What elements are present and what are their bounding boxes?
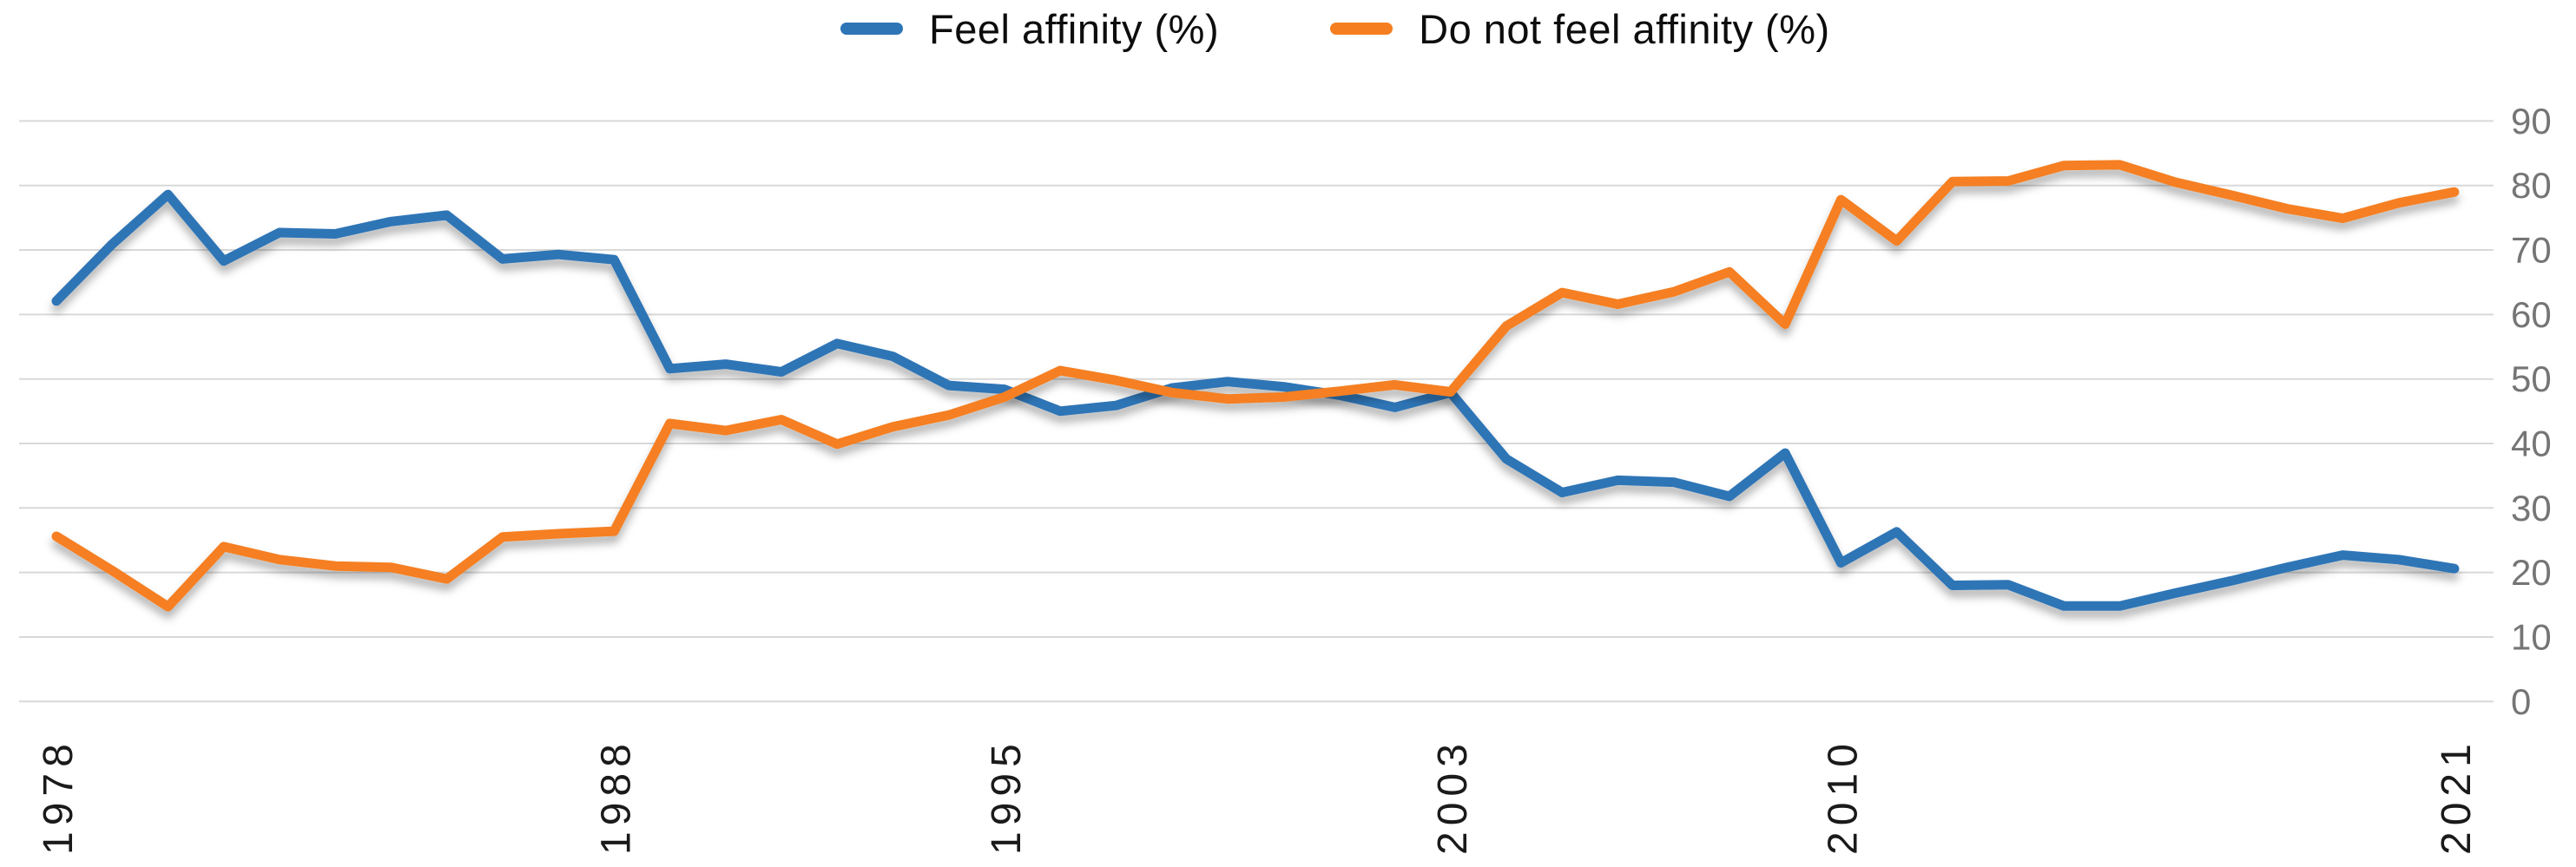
y-axis-tick-label-50: 50 (2511, 358, 2552, 399)
y-axis-tick-label-40: 40 (2511, 424, 2552, 464)
legend-label-do-not-feel-affinity: Do not feel affinity (%) (1419, 5, 1830, 52)
y-axis-tick-label-90: 90 (2511, 101, 2552, 141)
x-axis-tick-label-1995: 1995 (984, 738, 1030, 855)
y-axis-tick-label-30: 30 (2511, 488, 2552, 529)
y-axis-tick-label-70: 70 (2511, 230, 2552, 271)
y-axis-tick-label-0: 0 (2511, 681, 2531, 722)
y-axis-tick-label-60: 60 (2511, 294, 2552, 335)
legend-label-feel-affinity: Feel affinity (%) (929, 5, 1220, 52)
x-axis-tick-label-1978: 1978 (36, 738, 82, 855)
do-not-feel-affinity-line-swatch-icon (1330, 23, 1393, 35)
y-axis-tick-label-80: 80 (2511, 165, 2552, 206)
series-lines-group (51, 160, 2460, 612)
line-do-not-feel-affinity (51, 160, 2460, 612)
legend: Feel affinity (%) Do not feel affinity (… (840, 0, 1830, 57)
y-axis-tick-label-20: 20 (2511, 552, 2552, 593)
y-axis-tick-label-10: 10 (2511, 617, 2552, 658)
x-axis-tick-label-1988: 1988 (593, 738, 639, 855)
x-axis-labels-group: 1978 1988 1995 2003 2010 2021 (36, 738, 2480, 855)
legend-item-feel-affinity: Feel affinity (%) (840, 5, 1219, 53)
y-axis-labels-group: 90 80 70 60 50 40 30 20 10 0 (2511, 101, 2552, 722)
line-feel-affinity (51, 189, 2460, 611)
x-axis-tick-label-2003: 2003 (1430, 738, 1476, 855)
x-axis-tick-label-2021: 2021 (2434, 738, 2480, 855)
x-axis-tick-label-2010: 2010 (1820, 738, 1866, 855)
legend-item-do-not-feel-affinity: Do not feel affinity (%) (1330, 5, 1830, 53)
feel-affinity-line-swatch-icon (840, 23, 903, 35)
gridlines-group (19, 120, 2494, 703)
